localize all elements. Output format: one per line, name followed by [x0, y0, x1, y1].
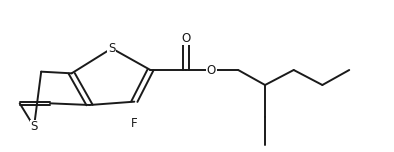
Text: S: S: [30, 120, 38, 133]
Text: O: O: [182, 32, 191, 45]
Text: O: O: [207, 64, 216, 76]
Text: S: S: [108, 42, 115, 55]
Text: F: F: [131, 117, 138, 130]
